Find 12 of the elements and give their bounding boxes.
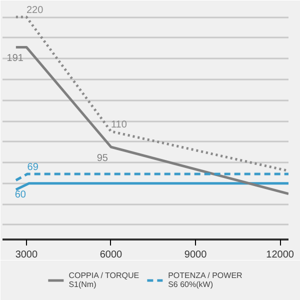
data-label: 60 [14,189,26,200]
data-label: 69 [27,162,39,174]
data-label: 95 [96,152,108,164]
data-label: 191 [6,53,24,64]
legend-label: COPPIA / TORQUE S1(Nm) [68,271,140,289]
legend-label: POTENZA / POWER S6 60%(kW) [168,271,242,289]
x-tick-label: 12000 [266,250,294,260]
data-label: 220 [26,5,44,16]
x-tick-label: 9000 [184,250,208,260]
data-label: 110 [110,119,128,130]
x-tick-label: 3000 [15,250,38,260]
x-tick-label: 6000 [100,250,123,260]
